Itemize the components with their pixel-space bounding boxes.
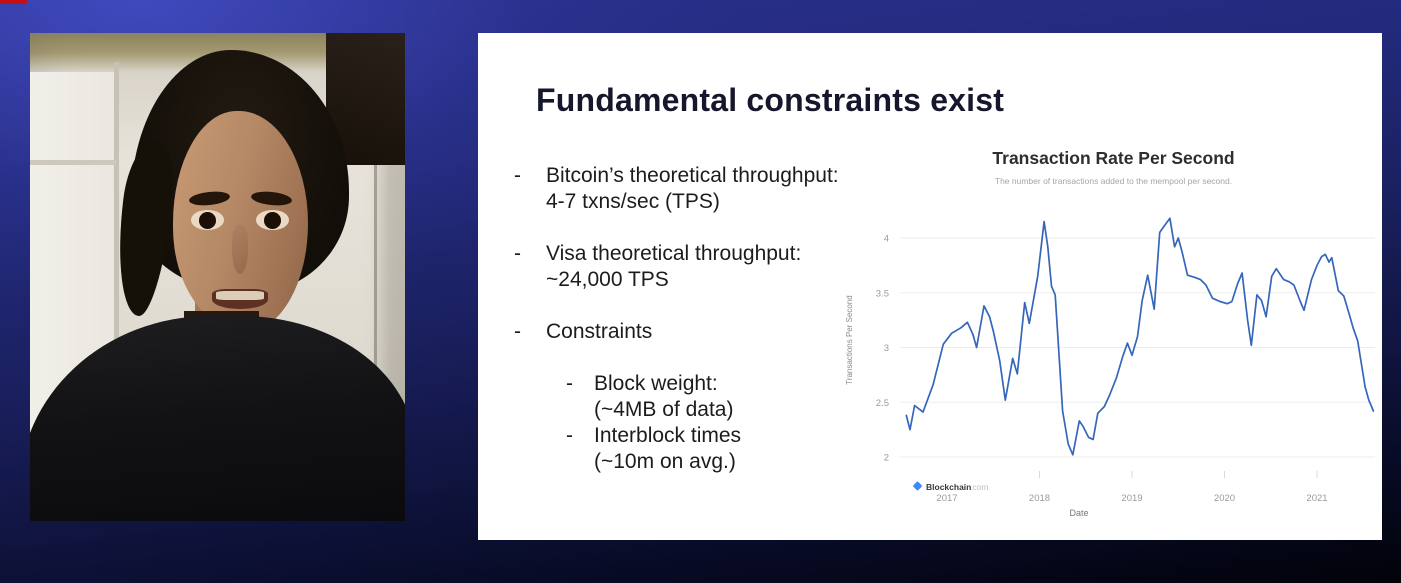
sub-bullet-list: - Block weight: (~4MB of data) - Interbl… (566, 371, 839, 475)
x-tick-label: 2019 (1121, 493, 1142, 504)
x-tick-label: 2017 (936, 493, 957, 504)
bullet-line: (~10m on avg.) (594, 450, 736, 473)
bullet-list: - Bitcoin’s theoretical throughput: 4-7 … (514, 163, 839, 475)
blockchain-logo-icon (913, 481, 922, 491)
door-frame-line (373, 150, 377, 521)
x-tick-label: 2018 (1029, 493, 1050, 504)
video-progress-fragment (0, 0, 27, 4)
tps-chart: Transaction Rate Per Second The number o… (845, 140, 1382, 540)
bullet-line: Constraints (546, 320, 653, 343)
bullet-dash: - (514, 242, 521, 265)
speaker-teeth (216, 291, 264, 300)
speaker-mouth (211, 288, 269, 309)
bullet-item: - Constraints (514, 319, 839, 345)
bullet-line: Interblock times (594, 424, 742, 447)
blockchain-logo: Blockchain .com (913, 481, 988, 492)
tps-chart-svg: 2 2.5 3 3.5 4 2017 2018 2019 2020 2021 Transactio… (845, 217, 1375, 518)
blockchain-tld-text: .com (970, 482, 988, 492)
window-sill (30, 159, 117, 165)
bullet-line: 4-7 txns/sec (TPS) (546, 190, 720, 213)
bullet-dash: - (566, 372, 573, 395)
bullet-dash: - (514, 164, 521, 187)
bullet-line: (~4MB of data) (594, 398, 734, 421)
bullet-dash: - (514, 320, 521, 343)
window-frame (114, 62, 120, 521)
speaker-eyebrow-right (250, 190, 292, 208)
speaker-eye-right (256, 209, 289, 230)
slide-title: Fundamental constraints exist (536, 82, 1005, 118)
blockchain-brand-text: Blockchain (926, 482, 971, 492)
speaker-nose (231, 225, 249, 274)
speaker-pupil-left (199, 211, 216, 229)
y-tick-label: 2.5 (876, 398, 889, 409)
bullet-line: Visa theoretical throughput: (546, 242, 802, 265)
bullet-text: Constraints (546, 319, 652, 345)
y-tick-label: 2 (884, 453, 889, 464)
y-tick-label: 3.5 (876, 288, 889, 299)
speaker-eyebrow-left (188, 190, 230, 208)
speaker-eye-left (191, 209, 224, 230)
speaker-face (172, 111, 308, 331)
sub-bullet-item: - Block weight: (~4MB of data) (566, 371, 839, 423)
slide: Fundamental constraints exist - Bitcoin’… (478, 33, 1382, 540)
bullet-text: Interblock times (~10m on avg.) (594, 423, 741, 475)
speaker-video (30, 33, 405, 521)
bullet-line: Block weight: (594, 372, 718, 395)
y-tick-label: 4 (884, 234, 889, 245)
bullet-text: Bitcoin’s theoretical throughput: 4-7 tx… (546, 163, 839, 215)
bullet-line: Bitcoin’s theoretical throughput: (546, 164, 839, 187)
chart-title: Transaction Rate Per Second (992, 148, 1235, 168)
x-axis-label: Date (1069, 508, 1088, 518)
speaker-hair-swoop (109, 138, 180, 319)
y-tick-label: 3 (884, 343, 889, 354)
bullet-text: Visa theoretical throughput: ~24,000 TPS (546, 241, 801, 293)
sub-bullet-item: - Interblock times (~10m on avg.) (566, 423, 839, 475)
bullet-item: - Visa theoretical throughput: ~24,000 T… (514, 241, 839, 293)
bullet-text: Block weight: (~4MB of data) (594, 371, 733, 423)
bullet-line: ~24,000 TPS (546, 268, 669, 291)
bullet-dash: - (566, 424, 573, 447)
x-tick-label: 2021 (1306, 493, 1327, 504)
y-axis-label: Transactions Per Second (845, 295, 854, 385)
x-tick-label: 2020 (1214, 493, 1235, 504)
speaker-pupil-right (264, 211, 281, 229)
chart-subtitle: The number of transactions added to the … (994, 176, 1233, 186)
tps-line (905, 217, 1375, 456)
bullet-item: - Bitcoin’s theoretical throughput: 4-7 … (514, 163, 839, 215)
